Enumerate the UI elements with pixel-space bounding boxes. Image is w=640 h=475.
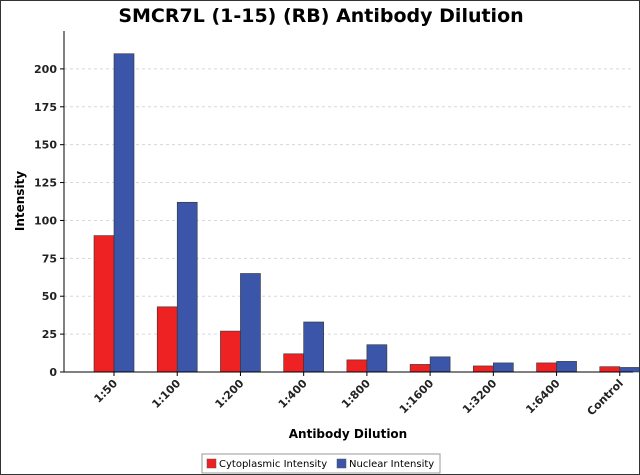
bars — [93, 53, 639, 373]
bar-nuclear — [303, 321, 324, 373]
bar-cytoplasmic — [93, 235, 115, 373]
bar-nuclear — [240, 273, 261, 373]
bar-cytoplasmic — [409, 364, 431, 373]
x-tick-label: 1:200 — [213, 377, 247, 411]
bar-nuclear — [619, 367, 639, 373]
bar-nuclear — [493, 362, 514, 373]
bar-cytoplasmic — [156, 306, 178, 373]
y-tick-label: 50 — [42, 290, 58, 303]
bar-nuclear — [366, 344, 388, 373]
legend-swatch-nuclear — [336, 458, 347, 469]
x-axis-label: Antibody Dilution — [289, 427, 407, 441]
y-tick-label: 75 — [42, 252, 57, 265]
bar-nuclear — [556, 361, 577, 373]
y-tick-label: 150 — [34, 139, 57, 152]
legend: Cytoplasmic Intensity Nuclear Intensity — [201, 453, 441, 474]
y-tick-label: 100 — [34, 214, 57, 227]
bar-cytoplasmic — [599, 366, 621, 373]
legend-swatch-cytoplasmic — [206, 458, 217, 469]
legend-box — [201, 453, 441, 474]
legend-label-nuclear: Nuclear Intensity — [349, 459, 434, 470]
bar-nuclear — [429, 356, 451, 373]
x-ticks: 1:50 1:100 1:200 1:400 1:800 1:1600 1:3200 1:64… — [92, 372, 626, 418]
x-tick-label: 1:1600 — [397, 377, 437, 417]
legend-label-cytoplasmic: Cytoplasmic Intensity — [219, 459, 327, 470]
x-tick-label: Control — [585, 377, 626, 418]
bar-nuclear — [113, 53, 135, 373]
x-tick-label: 1:400 — [276, 377, 310, 411]
bar-cytoplasmic — [283, 353, 304, 373]
x-tick-label: 1:50 — [92, 377, 121, 406]
bar-cytoplasmic — [220, 330, 241, 373]
bar-nuclear — [176, 201, 198, 373]
y-tick-label: 175 — [34, 101, 57, 114]
gridlines — [64, 68, 633, 335]
y-tick-label: 200 — [34, 63, 57, 76]
chart-title: SMCR7L (1-15) (RB) Antibody Dilution — [118, 5, 523, 27]
bar-cytoplasmic — [473, 365, 494, 373]
x-tick-label: 1:100 — [149, 377, 183, 411]
y-axis-label: Intensity — [13, 171, 27, 231]
y-tick-label: 125 — [34, 177, 57, 190]
x-tick-label: 1:800 — [339, 377, 373, 411]
axes — [63, 31, 633, 373]
bar-cytoplasmic — [346, 359, 368, 373]
y-tick-label: 0 — [49, 366, 57, 379]
x-tick-label: 1:6400 — [523, 377, 563, 417]
x-tick-label: 1:3200 — [460, 377, 500, 417]
y-tick-label: 25 — [42, 328, 57, 341]
bar-cytoplasmic — [536, 362, 557, 373]
y-ticks: 0 25 50 75 100 125 150 175 200 — [34, 63, 64, 379]
